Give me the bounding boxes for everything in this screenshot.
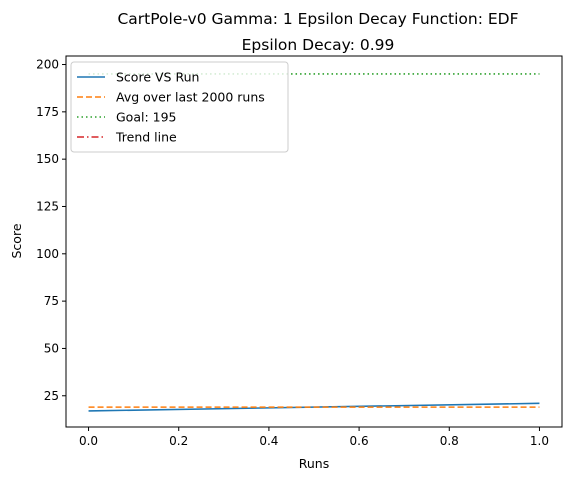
legend-label-3: Goal: 195 bbox=[116, 110, 177, 125]
chart-subtitle: Epsilon Decay: 0.99 bbox=[242, 36, 395, 54]
y-tick-label: 75 bbox=[44, 294, 59, 308]
x-tick-label: 0.8 bbox=[440, 434, 459, 448]
x-tick-label: 0.4 bbox=[259, 434, 278, 448]
legend-label-4: Trend line bbox=[115, 130, 177, 145]
legend-label-2: Avg over last 2000 runs bbox=[116, 90, 265, 105]
y-axis: 25 50 75 100 125 150 175 200 bbox=[36, 58, 66, 403]
legend: Score VS Run Avg over last 2000 runs Goal:… bbox=[70, 61, 289, 153]
y-tick-label: 25 bbox=[44, 389, 59, 403]
plot-area bbox=[88, 73, 540, 412]
x-tick-label: 1.0 bbox=[530, 434, 549, 448]
x-tick-label: 0.2 bbox=[169, 434, 188, 448]
y-tick-label: 50 bbox=[44, 341, 59, 355]
legend-label-1: Score VS Run bbox=[116, 70, 199, 85]
x-tick-label: 0.0 bbox=[79, 434, 98, 448]
x-axis-label: Runs bbox=[299, 456, 329, 471]
y-tick-label: 150 bbox=[36, 152, 59, 166]
axes-frame bbox=[65, 55, 563, 428]
y-tick-label: 100 bbox=[36, 247, 59, 261]
x-axis: 0.0 0.2 0.4 0.6 0.8 1.0 bbox=[79, 427, 549, 448]
x-tick-label: 0.6 bbox=[350, 434, 369, 448]
y-tick-label: 175 bbox=[36, 105, 59, 119]
legend-box bbox=[70, 61, 289, 153]
y-tick-label: 125 bbox=[36, 199, 59, 213]
y-tick-label: 200 bbox=[36, 58, 59, 72]
chart-title: CartPole-v0 Gamma: 1 Epsilon Decay Funct… bbox=[117, 10, 518, 28]
y-axis-label: Score bbox=[9, 223, 24, 258]
